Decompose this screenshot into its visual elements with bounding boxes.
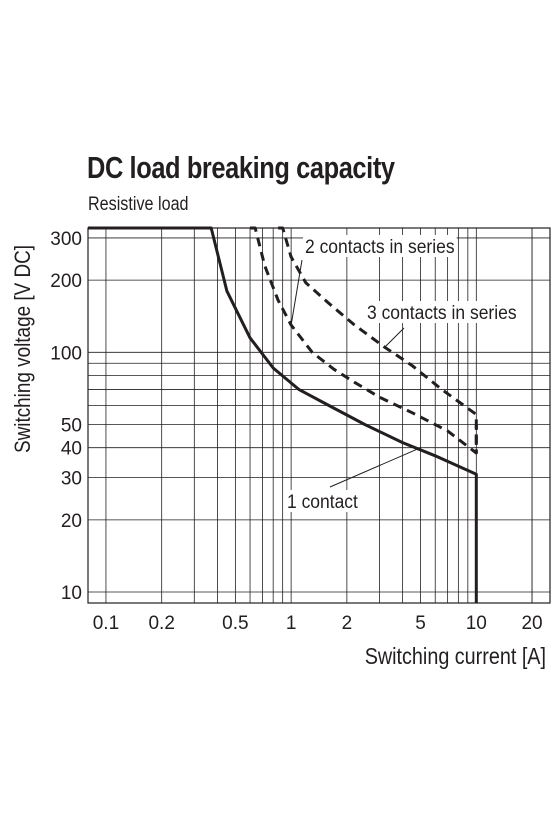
x-tick-label: 0.5 [222,613,248,634]
x-tick-label: 10 [466,613,487,634]
series-lines [88,226,478,603]
y-tick-label: 20 [61,511,82,532]
series-line-3 [278,226,478,453]
x-tick-label: 0.2 [148,613,174,634]
x-tick-label: 2 [342,613,353,634]
x-tick-label: 0.1 [93,613,119,634]
annotation-background [365,301,519,323]
annotation-label: 2 contacts in series [305,235,455,257]
grid [88,228,550,603]
annotation-background [285,490,360,512]
annotation-label: 1 contact [287,490,358,512]
series-line-2 [250,226,478,455]
annotations: 2 contacts in series 3 contacts in series… [285,235,519,512]
annotation-leader [290,259,303,326]
y-tick-label: 30 [61,469,82,490]
x-axis-label: Switching current [A] [365,644,546,670]
annotation-leader [329,447,421,488]
x-tick-labels: 0.1 0.2 0.5 1 2 5 10 20 [93,613,543,634]
y-tick-label: 40 [61,439,82,460]
x-tick-label: 1 [286,613,297,634]
y-axis-label: Switching voltage [V DC] [11,245,36,453]
series-line-1 [88,226,478,603]
y-tick-label: 10 [61,583,82,604]
x-tick-label: 20 [521,613,542,634]
annotation-background [303,235,457,257]
y-tick-label: 50 [61,415,82,436]
y-tick-label: 100 [50,343,82,364]
chart-subtitle: Resistive load [88,194,189,215]
annotation-label: 3 contacts in series [367,301,517,323]
plot-frame [87,227,551,604]
annotation-leader [384,327,405,348]
x-tick-label: 5 [415,613,426,634]
chart-title: DC load breaking capacity [87,150,395,185]
y-tick-label: 300 [50,229,82,250]
y-tick-label: 200 [50,271,82,292]
y-tick-labels: 10 20 30 40 50 100 200 300 [50,229,82,604]
